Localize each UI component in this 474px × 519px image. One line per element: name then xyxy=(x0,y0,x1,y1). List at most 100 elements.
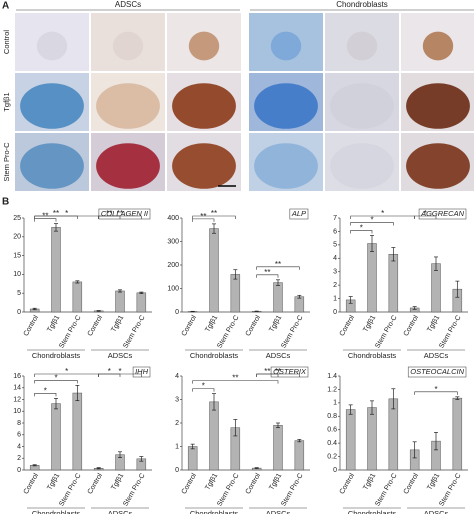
x-tick-label: Stem Pro-C xyxy=(438,472,462,507)
bar xyxy=(389,399,398,470)
y-tick-label: 0.4 xyxy=(327,440,337,447)
x-tick-label: Control xyxy=(245,472,263,495)
significance-label: * xyxy=(202,382,205,391)
significance-label: ** xyxy=(106,209,112,218)
x-tick-label: Stem Pro-C xyxy=(280,472,304,507)
y-tick-label: 0 xyxy=(333,309,337,316)
x-tick-label: Tgfβ1 xyxy=(46,314,61,333)
x-tick-label: Tgfβ1 xyxy=(268,314,283,333)
bar xyxy=(188,447,197,471)
y-tick-label: 300 xyxy=(167,238,179,245)
y-tick-label: 0 xyxy=(333,467,337,474)
y-tick-label: 14 xyxy=(13,385,21,392)
group-label: Chondroblasts xyxy=(348,351,397,360)
row-label: Stem Pro-C xyxy=(2,142,11,182)
x-tick-label: Tgfβ1 xyxy=(204,314,219,333)
y-tick-label: 4 xyxy=(333,255,337,262)
x-tick-label: Control xyxy=(23,314,41,337)
tissue-section xyxy=(271,32,301,61)
x-tick-label: Stem Pro-C xyxy=(216,314,240,349)
x-tick-label: Control xyxy=(339,314,357,337)
y-tick-label: 20 xyxy=(13,234,21,241)
y-tick-label: 6 xyxy=(333,228,337,235)
group-label: Chondroblasts xyxy=(190,351,239,360)
significance-label: * xyxy=(65,367,68,376)
x-tick-label: Control xyxy=(339,472,357,495)
significance-label: ** xyxy=(232,374,238,383)
y-tick-label: 1 xyxy=(333,295,337,302)
significance-label: ** xyxy=(275,367,281,376)
group-label: ADSCs xyxy=(108,509,133,514)
x-tick-label: Stem Pro-C xyxy=(58,314,82,349)
significance-label: ** xyxy=(264,367,270,376)
group-label: ADSCs xyxy=(108,351,133,360)
x-tick-label: Stem Pro-C xyxy=(374,472,398,507)
panel-label: A xyxy=(2,1,9,12)
y-tick-label: 3 xyxy=(333,269,337,276)
panel-label: B xyxy=(2,197,9,208)
y-tick-label: 7 xyxy=(333,215,337,222)
y-tick-label: 5 xyxy=(17,290,21,297)
bar xyxy=(389,254,398,312)
tissue-section xyxy=(406,143,470,189)
group-label: Chondroblasts xyxy=(32,509,81,514)
y-tick-label: 10 xyxy=(13,271,21,278)
tissue-section xyxy=(254,143,318,189)
x-tick-label: Control xyxy=(181,314,199,337)
group-header: Chondroblasts xyxy=(336,0,388,9)
significance-label: ** xyxy=(264,268,270,277)
x-tick-label: Control xyxy=(403,472,421,495)
significance-label: * xyxy=(44,386,47,395)
tissue-section xyxy=(20,83,84,129)
group-label: Chondroblasts xyxy=(348,509,397,514)
tissue-section xyxy=(20,143,84,189)
significance-label: * xyxy=(108,367,111,376)
significance-label: * xyxy=(424,209,427,218)
bar xyxy=(346,410,355,470)
significance-label: * xyxy=(370,216,373,225)
x-tick-label: Tgfβ1 xyxy=(110,472,125,491)
bar xyxy=(52,404,61,470)
y-tick-label: 8 xyxy=(17,420,21,427)
tissue-section xyxy=(172,83,236,129)
significance-label: ** xyxy=(117,209,123,218)
bar xyxy=(210,402,219,470)
tissue-section xyxy=(423,32,453,61)
bar xyxy=(295,297,304,312)
x-tick-label: Control xyxy=(245,314,263,337)
x-tick-label: Stem Pro-C xyxy=(58,472,82,507)
significance-label: * xyxy=(381,209,384,218)
x-tick-label: Stem Pro-C xyxy=(122,314,146,349)
group-header: ADSCs xyxy=(115,0,141,9)
tissue-section xyxy=(172,143,236,189)
y-tick-label: 1.4 xyxy=(327,373,337,380)
bar xyxy=(432,264,441,312)
x-tick-label: Tgfβ1 xyxy=(110,314,125,333)
tissue-section xyxy=(189,32,219,61)
significance-label: * xyxy=(118,367,121,376)
x-tick-label: Tgfβ1 xyxy=(204,472,219,491)
y-tick-label: 6 xyxy=(17,432,21,439)
y-tick-label: 400 xyxy=(167,215,179,222)
x-tick-label: Control xyxy=(87,472,105,495)
x-tick-label: Stem Pro-C xyxy=(438,314,462,349)
bar xyxy=(210,229,219,312)
group-label: ADSCs xyxy=(266,351,291,360)
y-tick-label: 0 xyxy=(175,309,179,316)
x-tick-label: Stem Pro-C xyxy=(374,314,398,349)
x-tick-label: Tgfβ1 xyxy=(426,314,441,333)
x-tick-label: Stem Pro-C xyxy=(216,472,240,507)
tissue-section xyxy=(406,83,470,129)
bar xyxy=(137,293,146,312)
significance-label: * xyxy=(65,209,68,218)
y-tick-label: 0.8 xyxy=(327,413,337,420)
y-tick-label: 0 xyxy=(17,309,21,316)
group-label: Chondroblasts xyxy=(190,509,239,514)
y-tick-label: 5 xyxy=(333,242,337,249)
y-tick-label: 15 xyxy=(13,252,21,259)
group-label: ADSCs xyxy=(424,509,449,514)
x-tick-label: Stem Pro-C xyxy=(280,314,304,349)
significance-label: * xyxy=(54,374,57,383)
x-tick-label: Tgfβ1 xyxy=(426,472,441,491)
x-tick-label: Stem Pro-C xyxy=(122,472,146,507)
